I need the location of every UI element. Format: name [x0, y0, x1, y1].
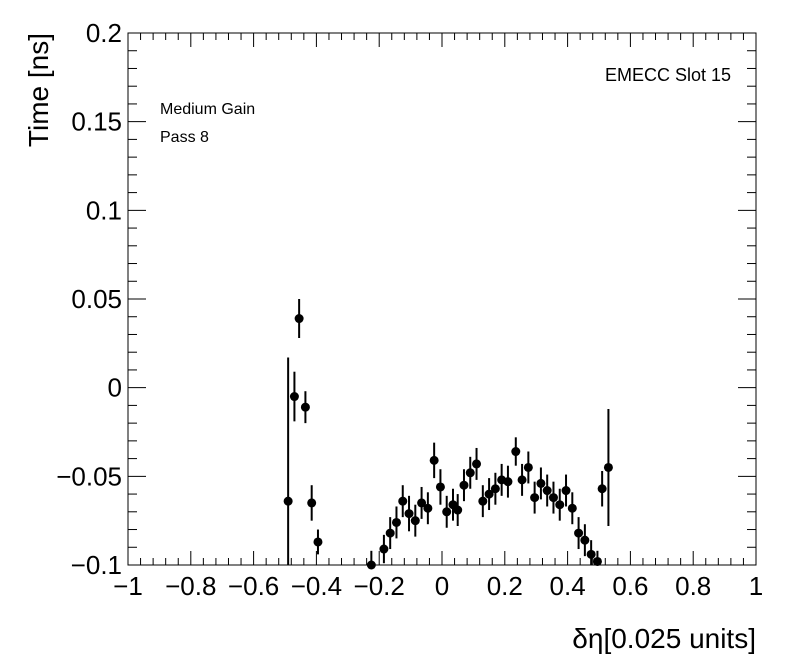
data-point	[423, 503, 433, 513]
x-tick-label: 0.4	[550, 571, 586, 601]
data-point	[511, 447, 521, 457]
x-tick-label: −0.8	[165, 571, 216, 601]
data-point	[597, 484, 607, 494]
x-tick-label: 0.8	[675, 571, 711, 601]
data-point	[484, 489, 494, 499]
data-point	[567, 503, 577, 513]
data-point	[289, 392, 299, 402]
data-point	[404, 509, 414, 519]
annotation-pass: Pass 8	[160, 129, 209, 146]
data-point	[313, 537, 323, 547]
data-point	[410, 516, 420, 526]
data-point	[490, 484, 500, 494]
data-point	[453, 505, 463, 515]
annotation-slot: EMECC Slot 15	[605, 65, 731, 85]
y-tick-label: −0.1	[71, 550, 122, 580]
data-point	[300, 402, 310, 412]
x-tick-label: 0	[435, 571, 449, 601]
y-tick-label: 0.15	[71, 107, 122, 137]
data-point	[603, 462, 613, 472]
data-point	[574, 528, 584, 538]
x-axis-ticks: −1 −0.8 −0.6 −0.4 −0.2 0 0.2 0.4 0.6 0.8 1	[113, 33, 763, 601]
data-point	[472, 459, 482, 469]
annotation-gain: Medium Gain	[160, 101, 255, 118]
y-axis-ticks: −0.1 −0.05 0 0.05 0.1 0.15 0.2	[56, 18, 756, 580]
data-point	[283, 496, 293, 506]
data-point	[536, 478, 546, 488]
y-tick-label: 0.2	[86, 18, 122, 48]
data-point	[503, 477, 513, 487]
data-point	[429, 455, 439, 465]
data-point	[385, 528, 395, 538]
data-point	[542, 486, 552, 496]
data-point	[530, 493, 540, 503]
data-point	[307, 498, 317, 508]
x-tick-label: −0.4	[291, 571, 342, 601]
x-tick-label: −0.2	[354, 571, 405, 601]
data-point	[391, 517, 401, 527]
data-point	[465, 468, 475, 478]
x-tick-label: 0.6	[612, 571, 648, 601]
data-point	[398, 496, 408, 506]
data-point	[548, 493, 558, 503]
data-point	[580, 535, 590, 545]
data-point	[517, 475, 527, 485]
data-point	[523, 462, 533, 472]
data-point	[555, 500, 565, 510]
x-tick-label: 1	[749, 571, 763, 601]
y-tick-label: 0.05	[71, 284, 122, 314]
x-tick-label: −0.6	[228, 571, 279, 601]
data-point	[417, 498, 427, 508]
x-tick-label: 0.2	[487, 571, 523, 601]
data-point	[586, 549, 596, 559]
data-point	[478, 496, 488, 506]
y-axis-label: Time [ns]	[23, 33, 54, 147]
data-point	[379, 544, 389, 554]
data-point	[442, 507, 452, 517]
data-points	[283, 299, 613, 570]
data-point	[366, 560, 376, 570]
x-tick-label: −1	[113, 571, 143, 601]
x-axis-label: δη[0.025 units]	[572, 623, 756, 654]
data-point	[592, 556, 602, 566]
data-point	[435, 482, 445, 492]
data-point	[459, 480, 469, 490]
y-tick-label: 0.1	[86, 195, 122, 225]
y-tick-label: −0.05	[56, 461, 122, 491]
y-tick-label: 0	[108, 373, 122, 403]
data-point	[294, 314, 304, 324]
data-point	[561, 486, 571, 496]
